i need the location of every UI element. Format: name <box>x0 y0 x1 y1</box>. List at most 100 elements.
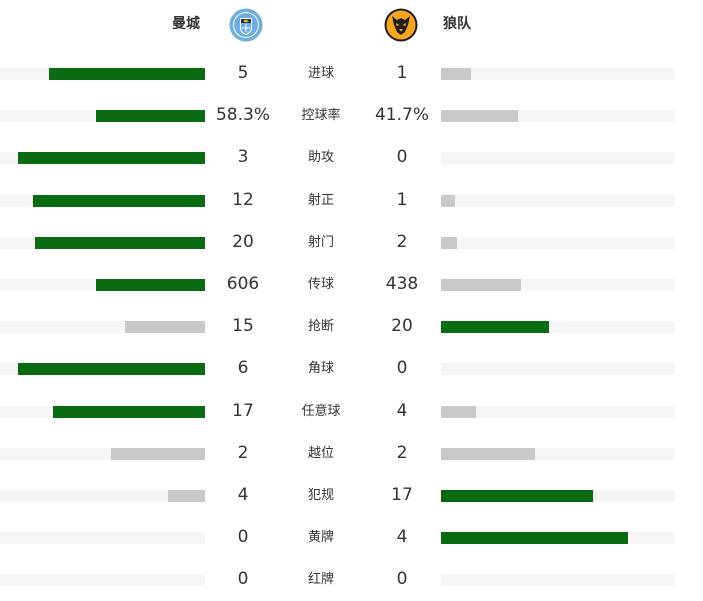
away-bar <box>441 321 549 333</box>
stat-row-shots-on-target: 12 射正 1 <box>0 178 703 220</box>
away-bar-track <box>441 152 675 164</box>
stat-label: 越位 <box>285 445 357 463</box>
home-bar <box>168 490 205 502</box>
stat-row-free-kicks: 17 任意球 4 <box>0 389 703 431</box>
stat-row-tackles: 15 抢断 20 <box>0 304 703 346</box>
home-bar-track <box>0 321 205 333</box>
away-bar-track <box>441 532 675 544</box>
home-value: 20 <box>203 232 283 252</box>
home-bar <box>33 195 205 207</box>
home-value: 0 <box>203 527 283 547</box>
stat-label: 进球 <box>285 65 357 83</box>
home-bar-track <box>0 363 205 375</box>
stat-label: 助攻 <box>285 149 357 167</box>
stat-label: 红牌 <box>285 571 357 589</box>
stat-label: 角球 <box>285 360 357 378</box>
home-bar-track <box>0 110 205 122</box>
stat-row-passes: 606 传球 438 <box>0 262 703 304</box>
away-bar-track <box>441 490 675 502</box>
stat-row-red-cards: 0 红牌 0 <box>0 557 703 599</box>
away-value: 0 <box>362 569 442 589</box>
stat-row-yellow-cards: 0 黄牌 4 <box>0 515 703 557</box>
away-bar <box>441 406 476 418</box>
away-value: 2 <box>362 232 442 252</box>
away-bar <box>441 532 628 544</box>
away-value: 1 <box>362 63 442 83</box>
away-bar <box>441 490 593 502</box>
home-value: 17 <box>203 401 283 421</box>
home-bar-track <box>0 574 205 586</box>
home-bar-track <box>0 237 205 249</box>
away-bar <box>441 279 521 291</box>
away-bar-track <box>441 237 675 249</box>
home-bar-track <box>0 448 205 460</box>
away-bar-track <box>441 195 675 207</box>
away-bar-track <box>441 406 675 418</box>
home-bar <box>96 110 205 122</box>
match-header: 曼城 狼队 <box>0 0 703 50</box>
home-value: 3 <box>203 147 283 167</box>
home-value: 2 <box>203 443 283 463</box>
stat-row-shots: 20 射门 2 <box>0 220 703 262</box>
away-team-name[interactable]: 狼队 <box>443 14 471 34</box>
home-value: 5 <box>203 63 283 83</box>
away-bar-track <box>441 574 675 586</box>
home-bar <box>18 152 205 164</box>
away-bar-track <box>441 279 675 291</box>
wolves-crest-icon[interactable] <box>384 8 418 42</box>
home-value: 58.3% <box>203 105 283 125</box>
home-value: 4 <box>203 485 283 505</box>
stat-row-corners: 6 角球 0 <box>0 346 703 388</box>
away-value: 438 <box>362 274 442 294</box>
away-value: 0 <box>362 358 442 378</box>
home-bar <box>35 237 205 249</box>
stats-comparison-list: 5 进球 1 58.3% 控球率 41.7% 3 助攻 0 12 射正 1 20 射门 2 606 传球 438 1… <box>0 51 703 599</box>
away-bar-track <box>441 68 675 80</box>
away-bar-track <box>441 448 675 460</box>
away-value: 0 <box>362 147 442 167</box>
stat-row-assists: 3 助攻 0 <box>0 135 703 177</box>
away-value: 1 <box>362 190 442 210</box>
away-bar-track <box>441 321 675 333</box>
stat-row-possession: 58.3% 控球率 41.7% <box>0 93 703 135</box>
away-bar-track <box>441 110 675 122</box>
home-bar <box>18 363 205 375</box>
stat-label: 传球 <box>285 276 357 294</box>
home-bar-track <box>0 532 205 544</box>
away-value: 20 <box>362 316 442 336</box>
home-bar <box>96 279 205 291</box>
away-value: 4 <box>362 527 442 547</box>
stat-label: 任意球 <box>285 403 357 421</box>
away-value: 2 <box>362 443 442 463</box>
away-bar <box>441 68 471 80</box>
away-bar <box>441 237 457 249</box>
away-bar <box>441 195 455 207</box>
stat-label: 犯规 <box>285 487 357 505</box>
home-bar <box>49 68 205 80</box>
away-value: 41.7% <box>362 105 442 125</box>
home-value: 0 <box>203 569 283 589</box>
stat-row-offsides: 2 越位 2 <box>0 431 703 473</box>
home-bar-track <box>0 68 205 80</box>
home-bar <box>125 321 205 333</box>
home-value: 15 <box>203 316 283 336</box>
away-bar <box>441 110 518 122</box>
home-bar-track <box>0 406 205 418</box>
home-value: 606 <box>203 274 283 294</box>
away-bar <box>441 448 535 460</box>
away-value: 17 <box>362 485 442 505</box>
home-value: 12 <box>203 190 283 210</box>
away-bar-track <box>441 363 675 375</box>
manchester-city-crest-icon[interactable] <box>229 8 263 42</box>
home-bar-track <box>0 195 205 207</box>
stat-label: 射门 <box>285 234 357 252</box>
home-value: 6 <box>203 358 283 378</box>
home-bar-track <box>0 490 205 502</box>
home-team-name[interactable]: 曼城 <box>172 14 200 34</box>
stat-label: 控球率 <box>285 107 357 125</box>
home-bar <box>111 448 205 460</box>
stat-label: 射正 <box>285 192 357 210</box>
home-bar-track <box>0 152 205 164</box>
stat-row-goals: 5 进球 1 <box>0 51 703 93</box>
home-bar-track <box>0 279 205 291</box>
